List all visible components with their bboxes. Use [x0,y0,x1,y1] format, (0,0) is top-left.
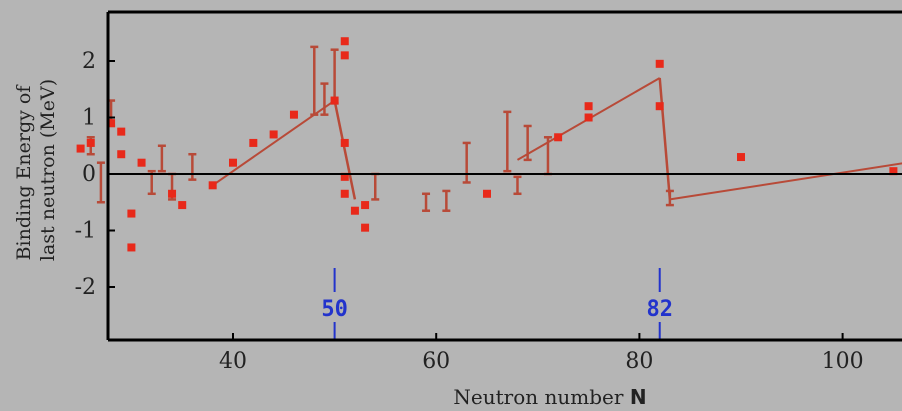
x-tick-label: 80 [625,349,653,374]
data-point [127,209,136,218]
x-tick-label: 100 [822,349,864,374]
data-point [554,133,563,142]
y-axis-label-line2: last neutron (MeV) [37,79,59,261]
data-point [655,102,664,111]
data-point [361,223,370,232]
data-point [584,113,593,122]
data-point [340,51,349,60]
data-point [178,201,187,210]
tick-labels: 210-1-2406080100120140 [75,49,864,374]
data-point [350,206,359,215]
magic-number-label: 50 [321,297,348,322]
data-point [330,96,339,105]
data-point [340,172,349,181]
data-point [117,150,126,159]
trend-segment [669,162,902,201]
data-point [208,181,217,190]
shell-closure-drop [333,100,357,200]
data-point [289,110,298,119]
data-point [340,189,349,198]
data-point [269,130,278,139]
data-point [107,119,116,128]
data-point [249,138,258,147]
data-point [127,243,136,252]
data-point [117,127,126,136]
x-tick-label: 40 [219,349,247,374]
y-axis-label: Binding Energy of last neutron (MeV) [13,79,59,261]
data-point [340,138,349,147]
data-point [483,189,491,198]
data-point [340,37,349,46]
data-point [137,158,146,167]
data-point [168,189,177,198]
y-tick-label: 1 [82,106,96,131]
x-axis-label-text: Neutron number [453,385,623,409]
data-point [229,158,237,167]
axes [106,10,902,342]
magic-number-markers: 5082126 [321,268,673,340]
y-tick-label: 2 [82,49,96,74]
data-point [584,102,593,111]
y-axis-label-line1: Binding Energy of [13,84,35,261]
x-axis-label: Neutron number N [453,385,646,409]
data-point [361,201,370,210]
data-points [76,37,898,252]
x-tick-label: 60 [422,349,450,374]
shell-closure-drop [658,77,672,200]
x-axis-label-symbol: N [630,385,647,409]
data-point [889,167,898,176]
y-tick-label: -2 [75,275,96,300]
data-point [655,59,664,68]
y-tick-label: 0 [82,162,96,187]
data-point [76,144,85,153]
data-point [86,138,95,147]
trend-lines [212,77,902,201]
data-point [737,153,745,162]
y-tick-label: -1 [75,219,96,244]
magic-number-label: 82 [646,297,673,322]
